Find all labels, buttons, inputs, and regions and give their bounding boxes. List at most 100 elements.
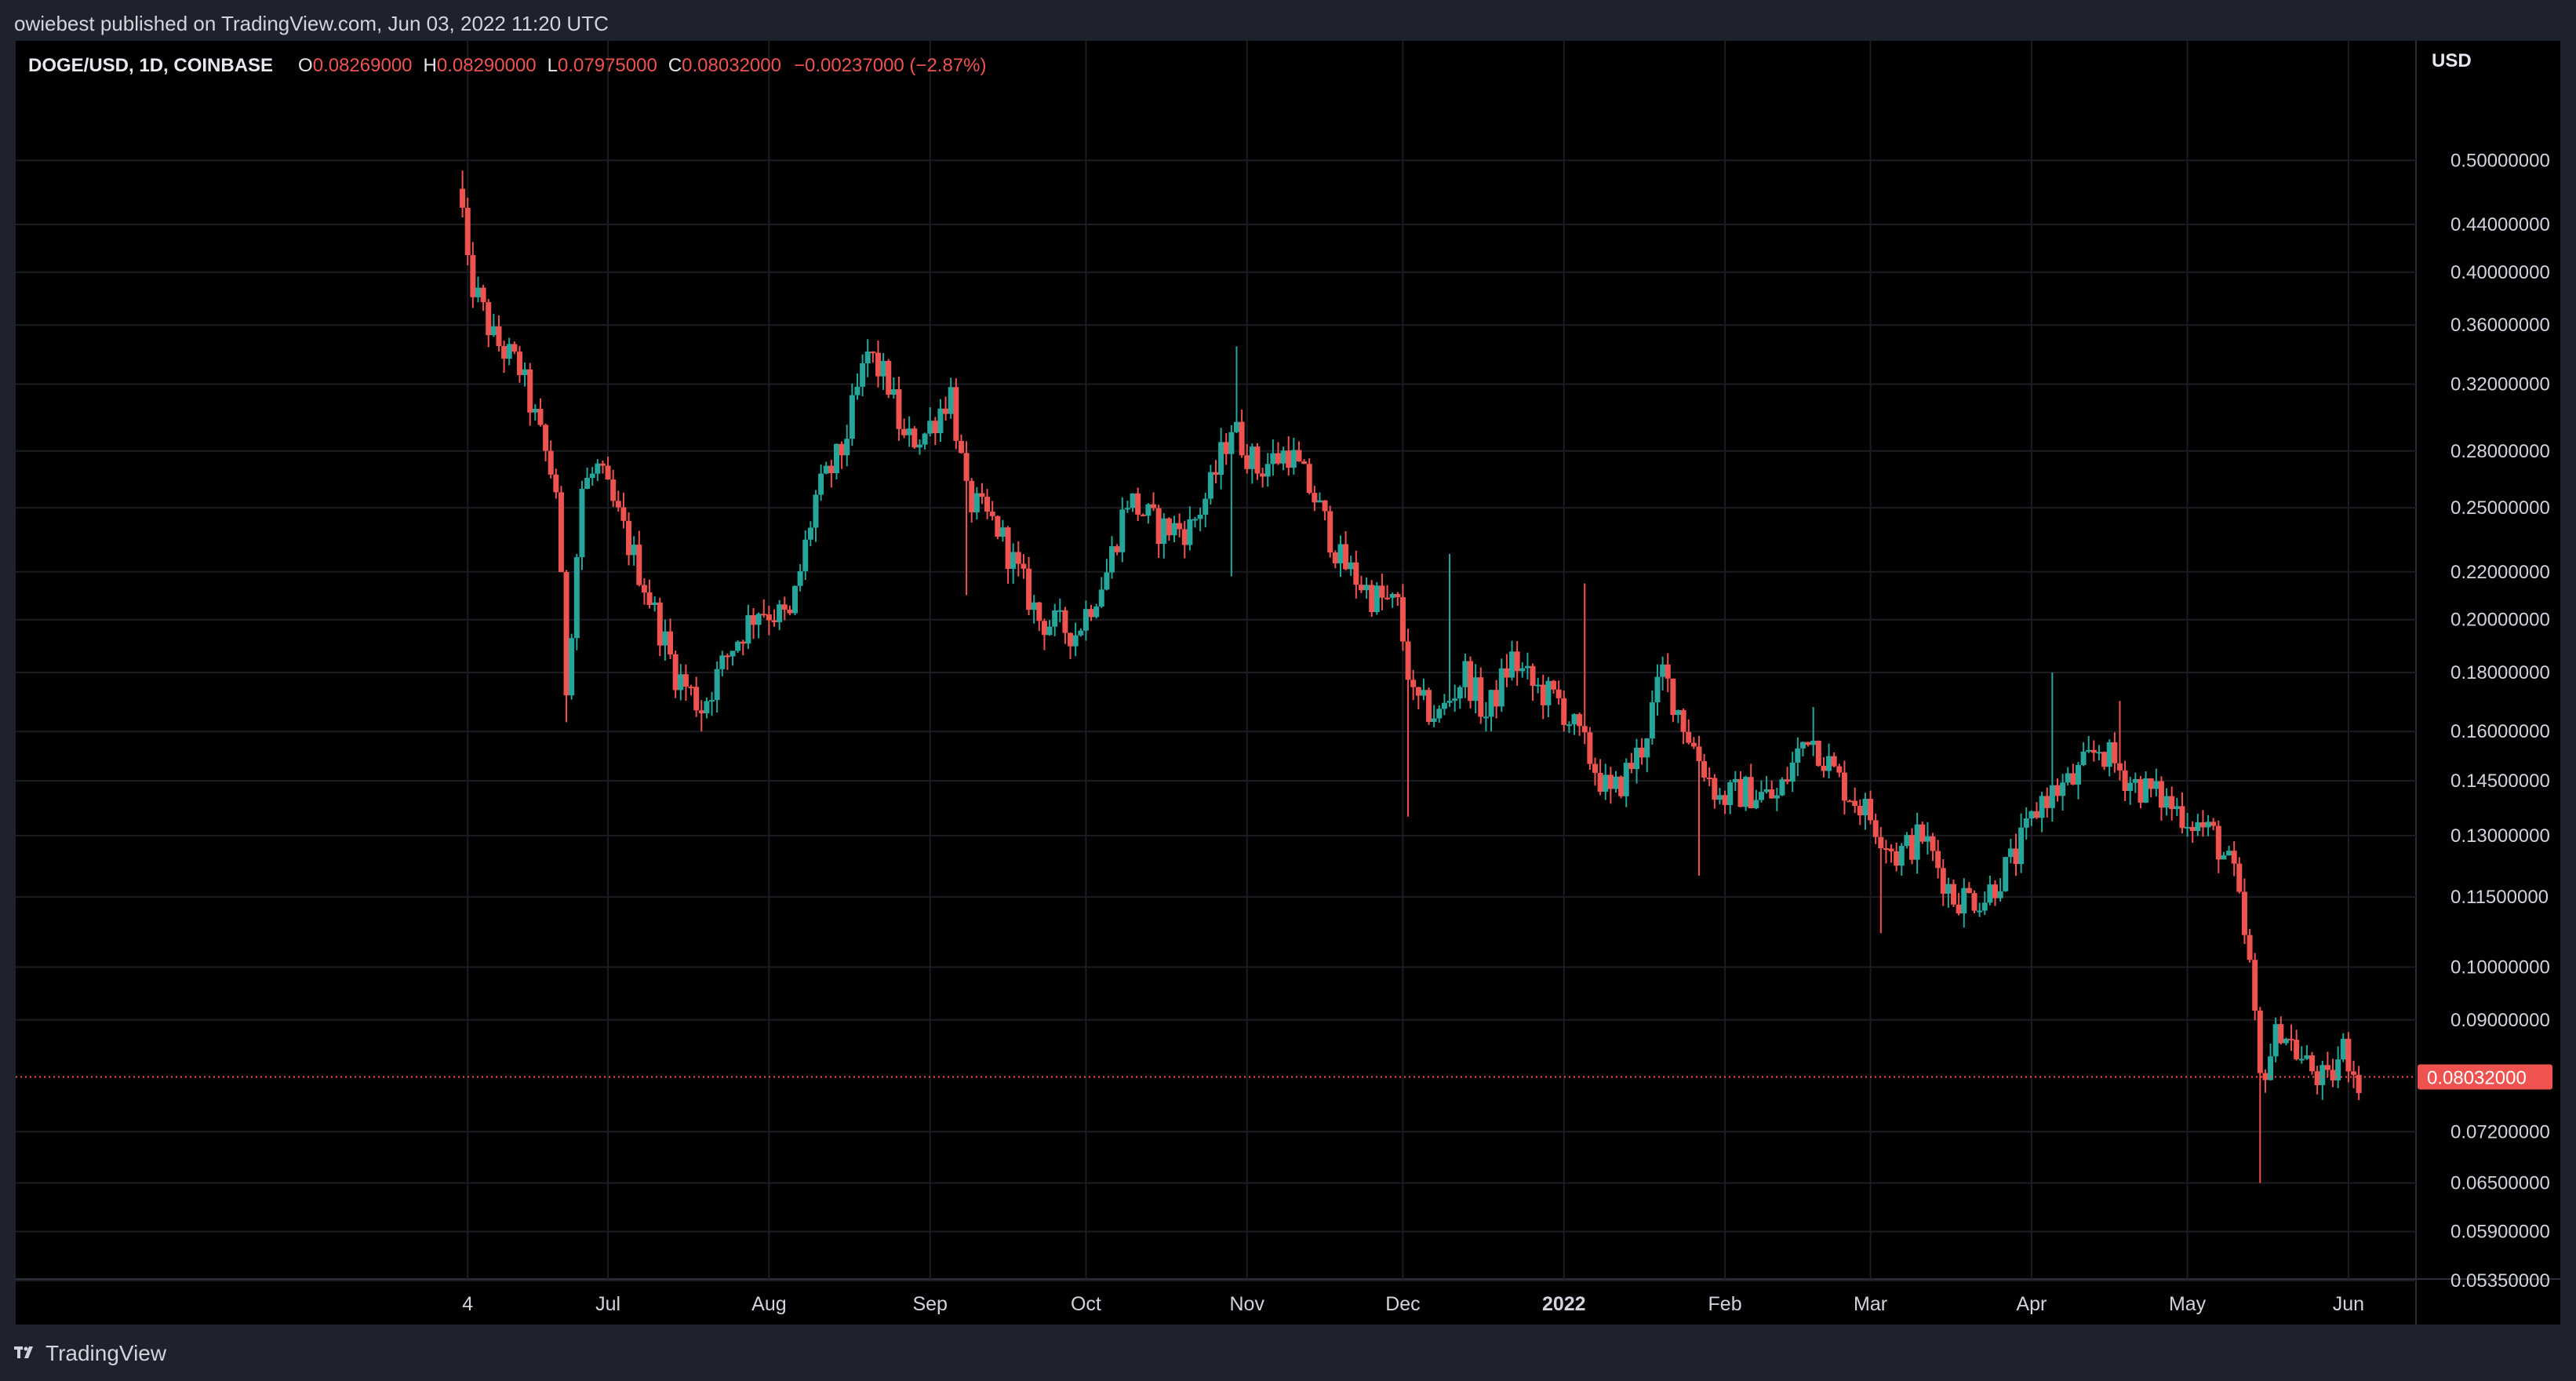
candle-body — [1779, 779, 1785, 796]
candle-body — [1805, 742, 1811, 745]
candle-body — [1072, 635, 1079, 647]
candle-body — [1062, 610, 1068, 633]
candle-body — [2314, 1071, 2320, 1085]
time-tick-label: Aug — [751, 1293, 786, 1315]
candle-body — [1264, 464, 1271, 477]
candle-body — [2086, 749, 2092, 752]
price-tick-label: 0.16000000 — [2450, 721, 2550, 742]
price-tick-label: 0.05350000 — [2450, 1270, 2550, 1292]
price-tick-label: 0.07200000 — [2450, 1121, 2550, 1142]
symbol-label[interactable]: DOGE/USD, 1D, COINBASE — [28, 55, 274, 76]
candle-body — [1452, 698, 1458, 701]
candle-body — [506, 344, 512, 359]
ohlc-legend: DOGE/USD, 1D, COINBASE O 0.08269000 H 0.08… — [28, 55, 986, 77]
candle-body — [927, 421, 933, 434]
currency-label[interactable]: USD — [2432, 50, 2472, 71]
candle-body — [1623, 763, 1629, 796]
candle-body — [1956, 904, 1962, 914]
candle-body — [730, 650, 736, 657]
candle-body — [1369, 585, 1375, 613]
close-value: 0.08032000 — [682, 55, 781, 76]
candle-body — [1706, 778, 1712, 780]
candle-body — [1836, 766, 1843, 773]
low-value: 0.07975000 — [558, 55, 657, 76]
candle-body — [470, 255, 476, 297]
candle-body — [2298, 1059, 2305, 1061]
candle-body — [1763, 789, 1770, 793]
candle-body — [2090, 749, 2097, 753]
time-tick-label: Jun — [2333, 1293, 2364, 1315]
plot-area — [16, 41, 2416, 1325]
candle-body — [1758, 792, 1764, 800]
price-tick-label: 0.09000000 — [2450, 1010, 2550, 1031]
price-tick-label: 0.20000000 — [2450, 610, 2550, 631]
price-tick-label: 0.50000000 — [2450, 150, 2550, 171]
candle-body — [2205, 822, 2211, 828]
time-tick-label: 4 — [462, 1293, 473, 1315]
candle-body — [973, 493, 980, 512]
candle-body — [543, 425, 549, 451]
candle-body — [766, 614, 772, 621]
candle-body — [2169, 796, 2175, 810]
footer-brand[interactable]: TradingView — [14, 1334, 166, 1373]
candle-body — [1535, 684, 1541, 687]
candle-body — [989, 512, 995, 516]
candle-body — [532, 408, 538, 413]
candle-body — [1789, 762, 1796, 782]
candle-body — [2278, 1024, 2284, 1044]
candle-body — [833, 443, 839, 473]
candle-body — [2252, 960, 2258, 1011]
candle-body — [1395, 594, 1401, 598]
candle-body — [1296, 450, 1302, 461]
candle-body — [1727, 782, 1734, 805]
candle-body — [2324, 1065, 2330, 1070]
price-tick-label: 0.05900000 — [2450, 1221, 2550, 1242]
candle-body — [1379, 585, 1385, 598]
candle-body — [1841, 772, 1847, 801]
candle-body — [1872, 820, 1879, 837]
chart-pane[interactable]: 0.50000000 0.44000000 0.40000000 0.36000000… — [16, 41, 2560, 1325]
candle-body — [1015, 552, 1021, 564]
candle-body — [1712, 778, 1718, 800]
price-tick-label: 0.11500000 — [2450, 887, 2549, 908]
candle-body — [1177, 523, 1183, 530]
time-tick-label: Apr — [2016, 1293, 2047, 1315]
candle-body — [777, 604, 783, 622]
candle-body — [610, 479, 617, 501]
candle-body — [537, 408, 544, 425]
candle-body — [2288, 1038, 2294, 1040]
candle-body — [995, 516, 1001, 537]
candle-body — [1862, 798, 1868, 816]
candle-body — [2215, 825, 2221, 860]
candle-body — [1977, 910, 1983, 913]
candle-body — [2294, 1040, 2300, 1060]
candle-body — [1171, 523, 1177, 536]
candle-body — [1478, 677, 1484, 717]
candle-body — [1472, 677, 1479, 701]
candle-body — [911, 428, 918, 448]
candle-body — [486, 302, 492, 336]
candle-body — [906, 428, 912, 435]
candle-body — [896, 389, 902, 429]
candle-body — [2309, 1055, 2316, 1072]
candle-body — [2044, 796, 2050, 808]
candle-body — [1909, 835, 1916, 860]
candle-body — [1223, 442, 1229, 454]
candle-body — [2210, 822, 2217, 826]
candle-body — [797, 570, 803, 586]
candle-body — [1135, 493, 1141, 515]
candle-body — [1488, 690, 1494, 717]
candle-body — [1940, 868, 1946, 894]
candle-body — [605, 465, 611, 480]
candle-body — [693, 687, 700, 711]
candle-body — [1166, 518, 1172, 536]
candle-body — [1618, 776, 1625, 796]
candle-body — [516, 352, 522, 376]
candlestick-chart[interactable]: 0.50000000 0.44000000 0.40000000 0.36000000… — [16, 41, 2560, 1325]
candle-body — [2138, 778, 2144, 803]
candle-body — [2257, 1010, 2263, 1073]
candle-body — [1571, 714, 1577, 725]
footer-brand-text: TradingView — [45, 1341, 167, 1365]
candle-body — [1587, 732, 1593, 764]
candle-body — [792, 585, 799, 614]
